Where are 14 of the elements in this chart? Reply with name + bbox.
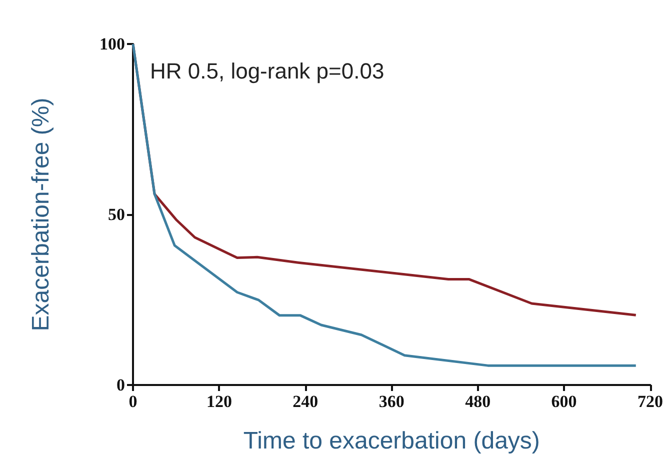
y-tick-label: 0 [116,376,125,394]
x-tick-label: 120 [206,392,232,411]
x-tick-label: 240 [292,392,318,411]
x-axis-title: Time to exacerbation (days) [243,428,540,454]
y-axis-title: Exacerbation-free (%) [28,98,54,332]
x-tick-label: 480 [465,392,491,411]
x-tick-label: 600 [551,392,577,411]
y-tick-label: 50 [108,205,125,224]
x-tick-label: 720 [638,392,663,411]
x-tick-label: 0 [128,392,138,411]
annotation: HR 0.5, log-rank p=0.03 [150,58,384,84]
y-tick-label: 100 [100,34,125,54]
x-tick-label: 360 [378,392,404,411]
line-series [132,42,638,367]
